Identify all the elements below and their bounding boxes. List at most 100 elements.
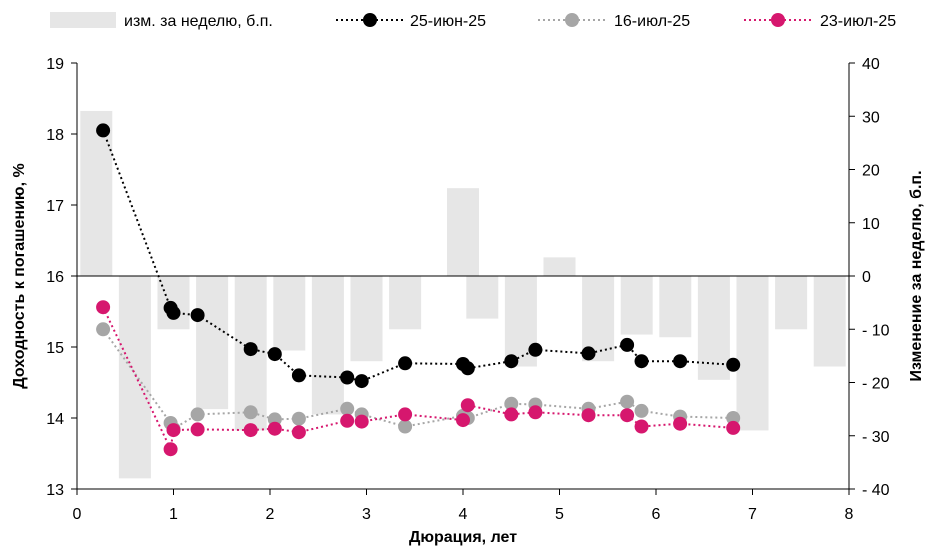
- series-1-point-8: [354, 374, 369, 389]
- y-left-tick-label-3: 16: [46, 269, 64, 286]
- y-left-tick-label-2: 15: [46, 340, 64, 357]
- series-1-point-4: [243, 342, 258, 357]
- series-2-point-6: [291, 411, 306, 426]
- y-right-tick-label-5: - 10: [862, 322, 890, 339]
- bar-19: [813, 276, 846, 367]
- series-1-point-18: [726, 357, 741, 372]
- x-tick-label-4: 4: [459, 506, 468, 523]
- points-layer: [96, 123, 741, 457]
- x-tick-label-8: 8: [845, 506, 854, 523]
- series-2-point-4: [243, 405, 258, 420]
- legend-label-series-3: 23-июл-25: [820, 13, 896, 30]
- series-2-point-0: [96, 322, 111, 337]
- tick-labels: 0 1 2 3 4 5 6 7 8 13 14 15 16 17 18 19 40 30 20 10 0 - 10 - 20…: [46, 56, 889, 523]
- x-tick-label-3: 3: [362, 506, 371, 523]
- legend-marker-series-3: [771, 13, 785, 27]
- series-3-point-3: [190, 422, 205, 437]
- y-right-tick-label-1: 30: [862, 109, 880, 126]
- legend-item-series-1: 25-июн-25: [336, 13, 486, 30]
- legend-marker-series-2: [565, 13, 579, 27]
- bar-6: [311, 276, 344, 415]
- bar-15: [659, 276, 692, 338]
- series-2-point-12: [504, 396, 519, 411]
- x-axis-title: Дюрация, лет: [409, 529, 517, 546]
- bar-7: [350, 276, 383, 362]
- y-right-tick-label-0: 40: [862, 56, 880, 73]
- series-3-point-9: [398, 407, 413, 422]
- y-left-tick-label-6: 19: [46, 56, 64, 73]
- series-2-point-16: [634, 403, 649, 418]
- series-1-point-0: [96, 123, 111, 138]
- series-1-point-6: [291, 368, 306, 383]
- bar-8: [389, 276, 422, 330]
- series-3-point-2: [166, 423, 181, 438]
- axes-layer: [71, 62, 855, 495]
- x-tick-label-5: 5: [555, 506, 564, 523]
- series-3-point-12: [504, 407, 519, 422]
- bar-10: [466, 276, 499, 319]
- series-3-point-14: [581, 408, 596, 423]
- bar-5: [273, 276, 306, 351]
- series-1-point-12: [504, 354, 519, 369]
- series-3-point-13: [528, 405, 543, 420]
- series-1-point-16: [634, 354, 649, 369]
- series-2-point-9: [398, 419, 413, 434]
- series-2-point-18: [726, 411, 741, 425]
- x-tick-label-0: 0: [73, 506, 82, 523]
- y-right-tick-label-3: 10: [862, 216, 880, 233]
- y-axis-left-title: Доходность к погашению, %: [11, 163, 28, 388]
- bar-0: [80, 110, 113, 276]
- legend-label-series-2: 16-июл-25: [614, 13, 690, 30]
- bar-18: [775, 276, 808, 330]
- series-1-point-3: [190, 308, 205, 323]
- series-3-point-10: [456, 413, 470, 428]
- y-left-tick-label-0: 13: [46, 482, 64, 499]
- y-right-tick-label-7: - 30: [862, 429, 890, 446]
- series-3-point-15: [620, 408, 635, 423]
- legend-bar-swatch: [50, 12, 116, 28]
- series-1-point-5: [267, 347, 282, 362]
- series-3-point-18: [726, 420, 741, 435]
- y-right-tick-label-8: - 40: [862, 482, 890, 499]
- series-3-point-6: [291, 425, 306, 440]
- series-2-point-7: [340, 401, 355, 416]
- series-2-point-15: [620, 394, 635, 409]
- series-3-point-8: [354, 414, 369, 429]
- series-1-point-11: [460, 361, 475, 376]
- y-axis-right-title: Изменение за неделю, б.п.: [908, 170, 925, 381]
- series-3-point-5: [267, 421, 282, 436]
- series-3-point-4: [243, 423, 258, 438]
- y-left-tick-label-4: 17: [46, 198, 64, 215]
- series-3-point-7: [340, 413, 355, 428]
- bar-16: [697, 276, 730, 380]
- series-3-point-16: [634, 419, 649, 434]
- legend-label-series-1: 25-июн-25: [410, 13, 486, 30]
- y-right-tick-label-6: - 20: [862, 376, 890, 393]
- series-1-point-9: [398, 356, 413, 371]
- series-3-point-17: [673, 416, 688, 431]
- series-3-point-0: [96, 300, 111, 315]
- y-left-tick-label-5: 18: [46, 127, 64, 144]
- series-1-point-7: [340, 370, 355, 385]
- bar-1: [118, 276, 151, 479]
- series-3-point-11: [460, 398, 475, 413]
- series-1-point-2: [166, 305, 181, 320]
- series-1-point-13: [528, 342, 543, 357]
- y-right-tick-label-4: 0: [862, 269, 871, 286]
- x-tick-label-6: 6: [652, 506, 661, 523]
- legend: изм. за неделю, б.п. 25-июн-25 16-июл-25…: [50, 12, 896, 30]
- y-left-tick-label-1: 14: [46, 411, 64, 428]
- bar-9: [447, 188, 479, 276]
- y-right-tick-label-2: 20: [862, 163, 880, 180]
- legend-label-bars: изм. за неделю, б.п.: [124, 13, 273, 30]
- legend-item-series-3: 23-июл-25: [744, 13, 896, 30]
- x-tick-label-7: 7: [748, 506, 757, 523]
- bar-12: [543, 257, 576, 276]
- legend-marker-series-1: [363, 13, 377, 27]
- series-3-point-1: [163, 442, 178, 457]
- series-1-point-17: [673, 354, 688, 369]
- legend-item-series-2: 16-июл-25: [538, 13, 690, 30]
- x-tick-label-1: 1: [169, 506, 178, 523]
